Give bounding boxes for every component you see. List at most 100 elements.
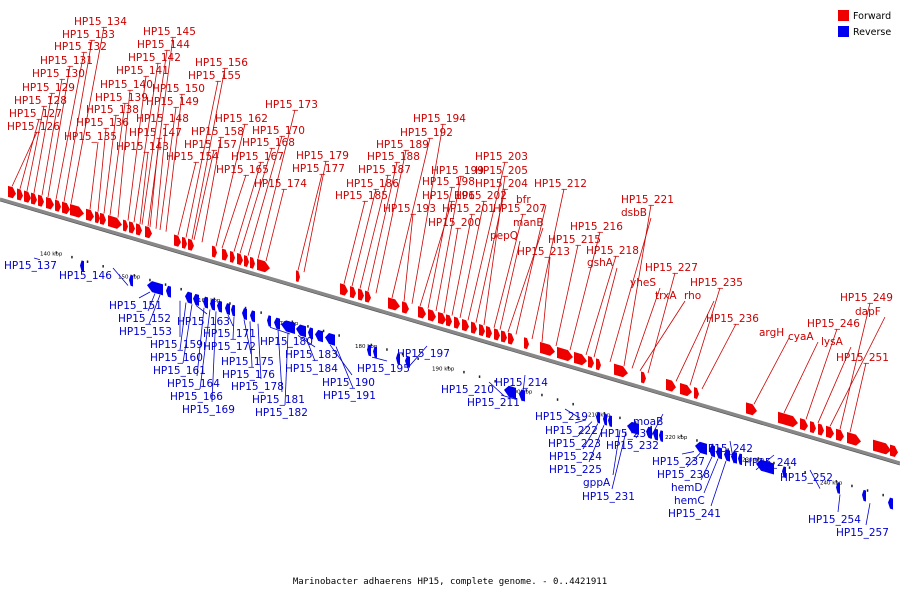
forward-gene-arrow[interactable] (136, 223, 142, 236)
forward-gene-arrow[interactable] (237, 253, 243, 266)
forward-gene-arrow[interactable] (182, 236, 187, 249)
reverse-gene-arrow[interactable] (203, 296, 208, 309)
forward-gene-arrow[interactable] (86, 208, 94, 222)
reverse-gene-arrow[interactable] (193, 293, 199, 306)
forward-gene-arrow[interactable] (680, 382, 692, 397)
reverse-gene-arrow[interactable] (250, 310, 255, 323)
reverse-gene-arrow[interactable] (267, 315, 271, 327)
reverse-gene-arrow[interactable] (325, 333, 335, 346)
forward-gene-arrow[interactable] (508, 332, 514, 345)
reverse-gene-arrow[interactable] (147, 281, 163, 296)
reverse-gene-arrow[interactable] (225, 303, 230, 315)
forward-gene-arrow[interactable] (588, 355, 594, 369)
reverse-gene-arrow[interactable] (315, 329, 323, 343)
forward-gene-arrow[interactable] (257, 258, 270, 273)
reverse-gene-arrow[interactable] (231, 304, 235, 317)
reverse-gene-arrow[interactable] (731, 451, 737, 464)
forward-gene-arrow[interactable] (350, 286, 356, 299)
forward-gene-arrow[interactable] (540, 341, 555, 356)
forward-gene-arrow[interactable] (212, 245, 217, 258)
forward-gene-arrow[interactable] (826, 425, 834, 439)
reverse-gene-arrow[interactable] (888, 497, 893, 510)
reverse-gene-arrow[interactable] (373, 346, 377, 359)
reverse-gene-arrow[interactable] (646, 426, 652, 439)
forward-gene-arrow[interactable] (388, 297, 400, 311)
forward-gene-arrow[interactable] (847, 431, 861, 446)
forward-gene-arrow[interactable] (446, 314, 452, 327)
forward-gene-arrow[interactable] (188, 238, 194, 251)
reverse-gene-arrow[interactable] (367, 344, 371, 357)
forward-gene-arrow[interactable] (454, 316, 460, 329)
reverse-gene-arrow[interactable] (519, 389, 525, 402)
forward-gene-arrow[interactable] (108, 215, 122, 229)
forward-gene-arrow[interactable] (471, 321, 477, 334)
forward-gene-arrow[interactable] (129, 221, 135, 234)
reverse-gene-arrow[interactable] (166, 285, 171, 298)
forward-gene-arrow[interactable] (402, 301, 409, 314)
reverse-gene-arrow[interactable] (217, 300, 222, 313)
reverse-gene-arrow[interactable] (210, 298, 215, 311)
reverse-gene-arrow[interactable] (80, 260, 84, 273)
reverse-gene-arrow[interactable] (862, 489, 866, 502)
reverse-gene-arrow[interactable] (724, 449, 730, 462)
forward-gene-arrow[interactable] (428, 309, 436, 322)
forward-gene-arrow[interactable] (641, 371, 646, 384)
reverse-gene-arrow[interactable] (716, 447, 722, 460)
forward-gene-arrow[interactable] (501, 330, 507, 343)
reverse-gene-arrow[interactable] (608, 415, 612, 428)
reverse-gene-arrow[interactable] (695, 441, 707, 455)
reverse-gene-arrow[interactable] (659, 430, 663, 442)
forward-gene-arrow[interactable] (17, 188, 23, 201)
forward-gene-arrow[interactable] (38, 194, 44, 207)
forward-gene-arrow[interactable] (524, 337, 529, 350)
forward-gene-arrow[interactable] (836, 428, 844, 442)
forward-gene-arrow[interactable] (666, 378, 676, 392)
reverse-gene-arrow[interactable] (756, 459, 774, 475)
reverse-gene-arrow[interactable] (504, 385, 516, 399)
reverse-gene-arrow[interactable] (296, 324, 306, 338)
reverse-gene-arrow[interactable] (242, 308, 247, 320)
reverse-gene-arrow[interactable] (281, 320, 295, 335)
forward-gene-arrow[interactable] (365, 290, 371, 303)
forward-gene-arrow[interactable] (462, 319, 469, 332)
forward-gene-arrow[interactable] (8, 185, 16, 199)
forward-gene-arrow[interactable] (123, 219, 128, 232)
forward-gene-arrow[interactable] (778, 411, 798, 428)
reverse-gene-arrow[interactable] (709, 445, 715, 458)
reverse-gene-arrow[interactable] (185, 291, 192, 304)
forward-gene-arrow[interactable] (100, 212, 106, 225)
forward-gene-arrow[interactable] (746, 402, 757, 416)
forward-gene-arrow[interactable] (174, 234, 181, 247)
forward-gene-arrow[interactable] (818, 423, 824, 436)
forward-gene-arrow[interactable] (222, 248, 228, 261)
forward-gene-arrow[interactable] (31, 192, 37, 205)
forward-gene-arrow[interactable] (340, 283, 348, 296)
reverse-gene-arrow[interactable] (627, 421, 639, 435)
forward-gene-arrow[interactable] (694, 387, 699, 399)
forward-gene-arrow[interactable] (95, 211, 100, 224)
reverse-gene-arrow[interactable] (596, 411, 600, 424)
reverse-gene-arrow[interactable] (396, 353, 400, 365)
forward-gene-arrow[interactable] (479, 324, 485, 337)
forward-gene-arrow[interactable] (358, 288, 364, 301)
forward-gene-arrow[interactable] (596, 358, 601, 371)
forward-gene-arrow[interactable] (614, 363, 628, 378)
forward-gene-arrow[interactable] (46, 196, 54, 210)
forward-gene-arrow[interactable] (486, 326, 492, 339)
forward-gene-arrow[interactable] (890, 444, 898, 457)
forward-gene-arrow[interactable] (873, 439, 891, 455)
forward-gene-arrow[interactable] (145, 226, 152, 239)
forward-gene-arrow[interactable] (810, 421, 816, 434)
forward-gene-arrow[interactable] (800, 418, 808, 431)
forward-gene-arrow[interactable] (557, 346, 573, 362)
reverse-gene-arrow[interactable] (653, 428, 658, 441)
forward-gene-arrow[interactable] (55, 199, 61, 212)
forward-gene-arrow[interactable] (494, 328, 500, 341)
reverse-gene-arrow[interactable] (274, 317, 280, 330)
reverse-gene-arrow[interactable] (782, 466, 786, 479)
forward-gene-arrow[interactable] (24, 190, 31, 203)
reverse-gene-arrow[interactable] (308, 327, 313, 340)
reverse-gene-arrow[interactable] (405, 355, 410, 368)
reverse-gene-arrow[interactable] (836, 482, 840, 494)
forward-gene-arrow[interactable] (438, 311, 446, 325)
